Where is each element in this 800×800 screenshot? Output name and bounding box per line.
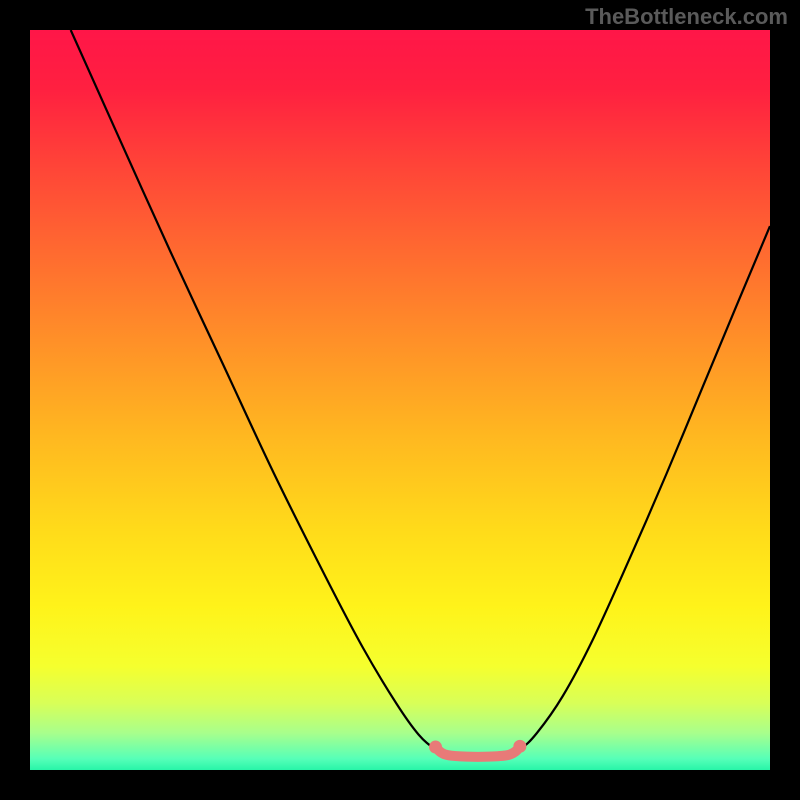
watermark-text: TheBottleneck.com [585, 4, 788, 30]
range-start-dot [429, 741, 442, 754]
range-end-dot [513, 740, 526, 753]
bottleneck-curve [71, 30, 770, 757]
plot-area [30, 30, 770, 770]
chart-container: TheBottleneck.com [0, 0, 800, 800]
curve-overlay [30, 30, 770, 770]
optimal-range-marker [436, 746, 520, 757]
